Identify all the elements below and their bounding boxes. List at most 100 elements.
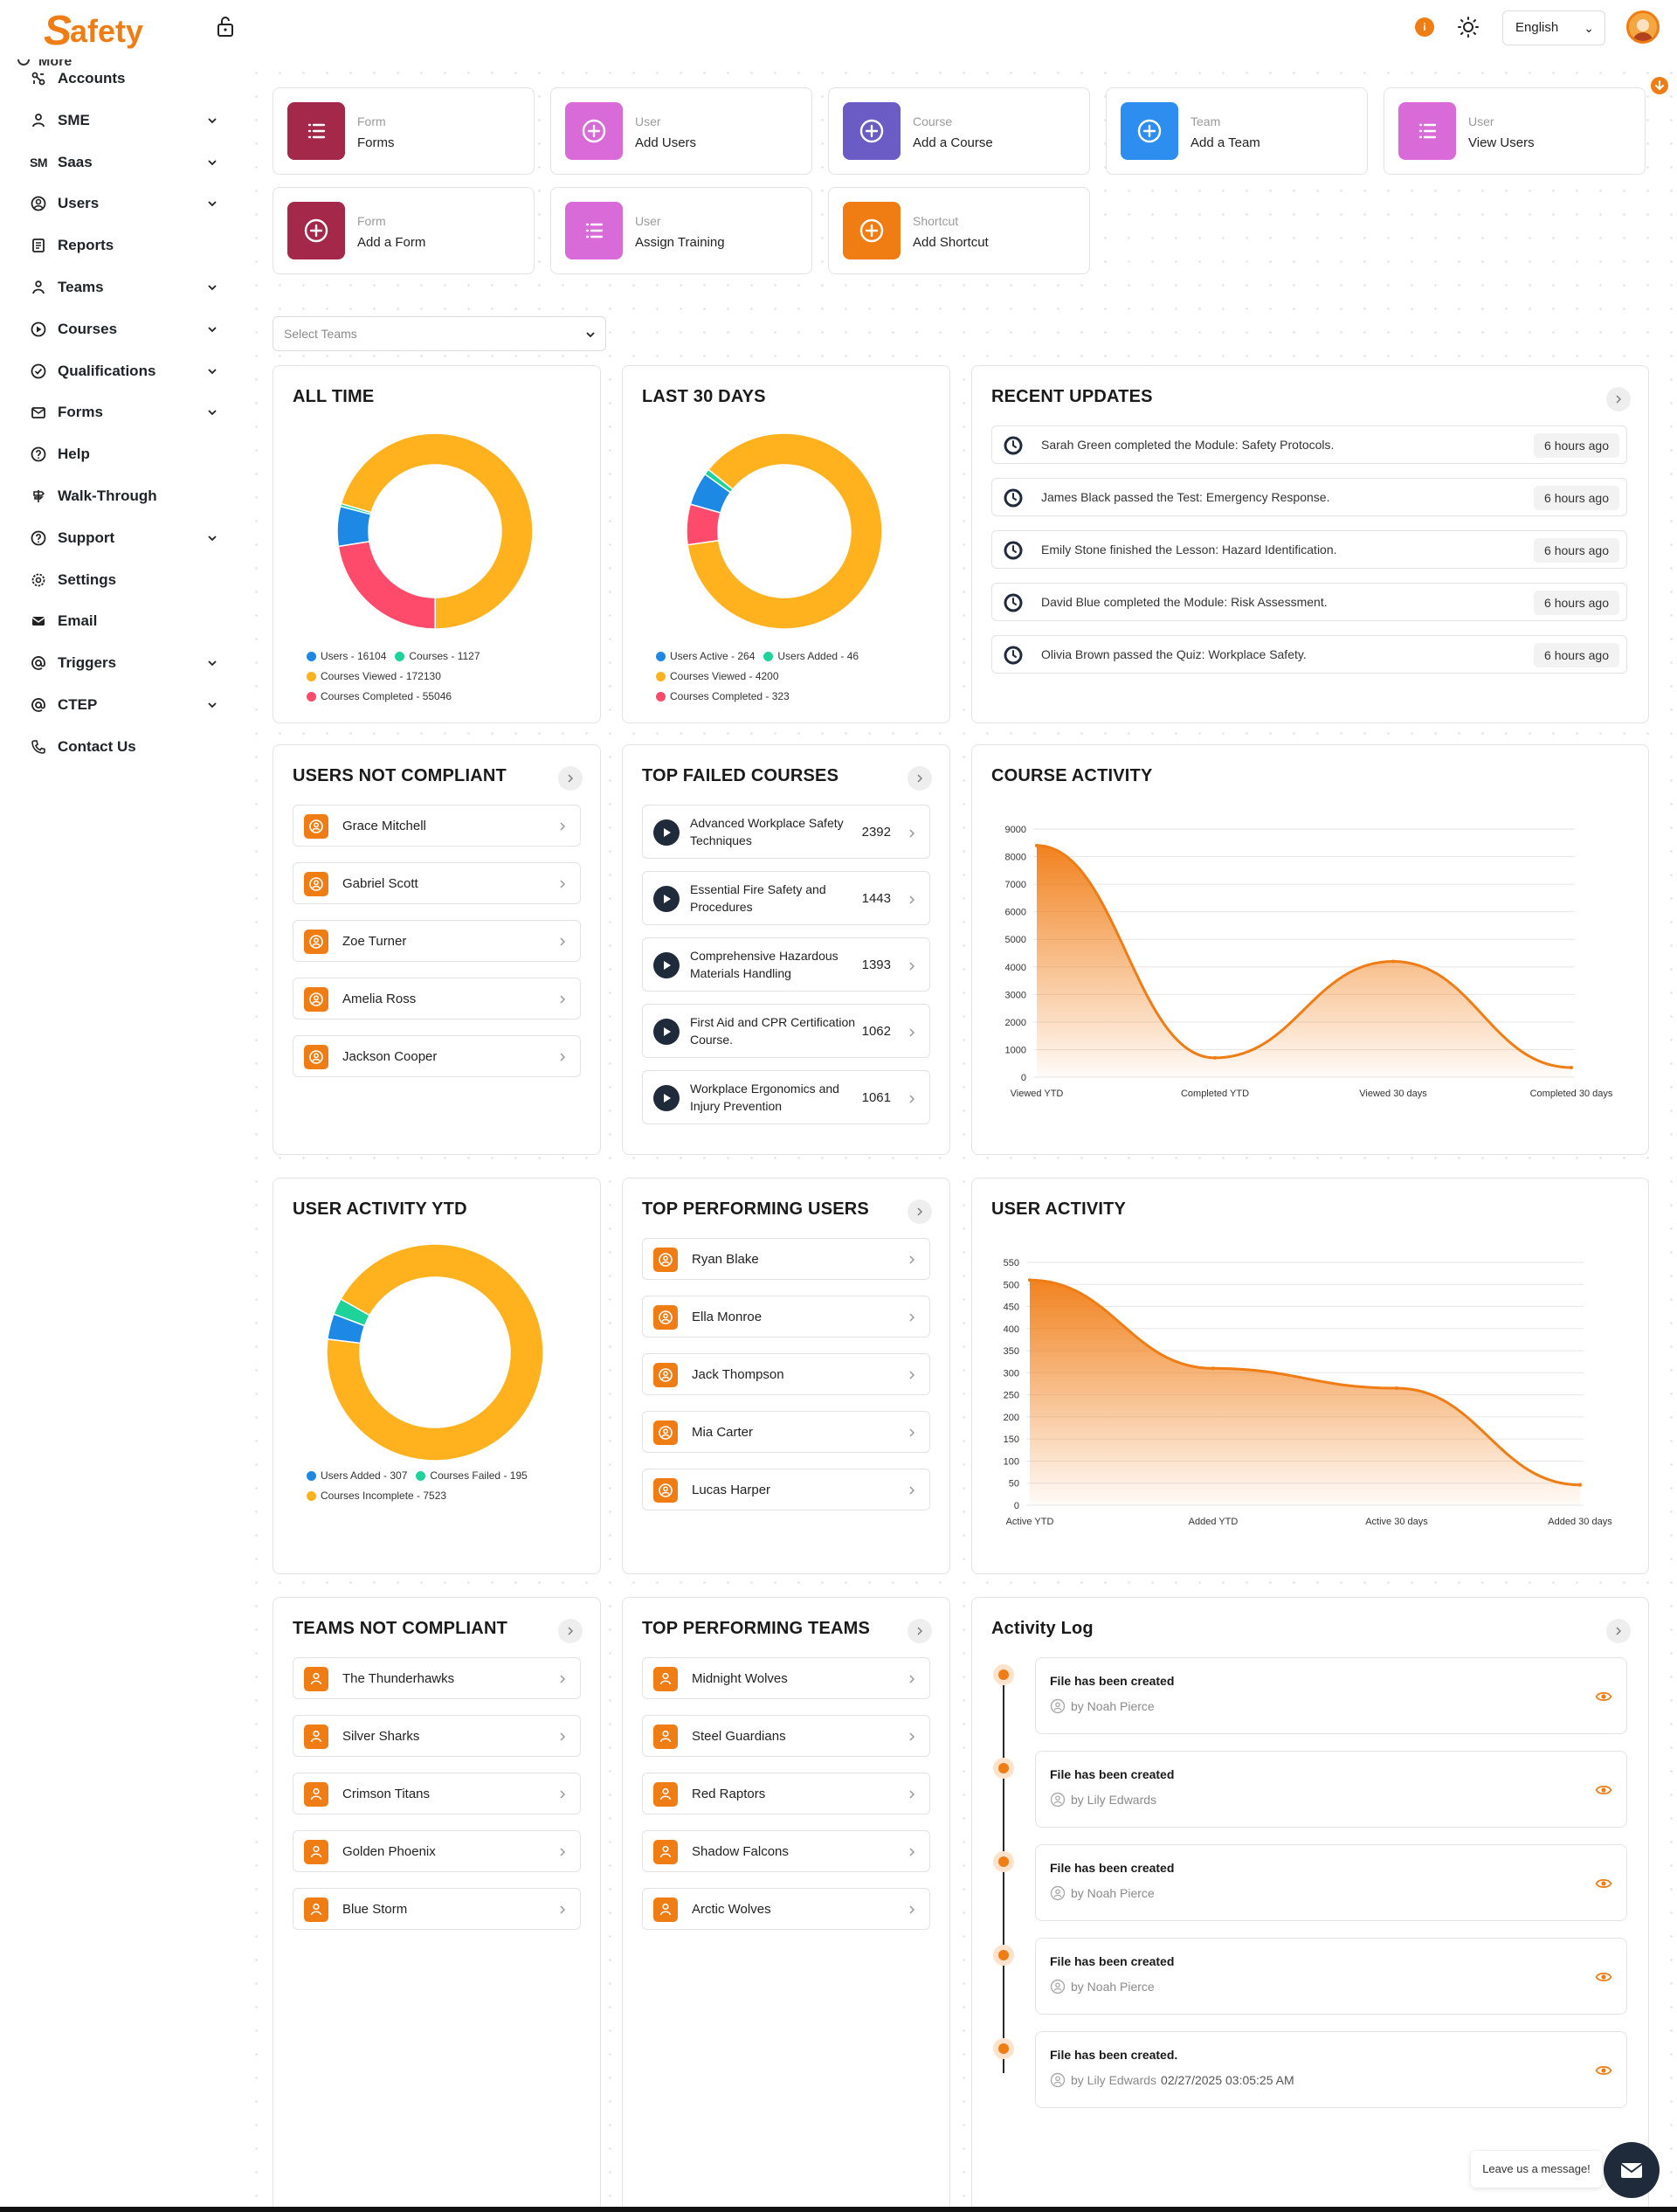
theme-toggle-icon[interactable] <box>1457 16 1480 38</box>
list-item[interactable]: Silver Sharks <box>293 1715 581 1757</box>
legend-item[interactable]: Courses - 1127 <box>395 647 480 666</box>
shortcut-add-a-team[interactable]: Team Add a Team <box>1106 87 1368 175</box>
sidebar-item-sme[interactable]: SME <box>30 103 231 138</box>
activity-log-item[interactable]: File has been created by Noah Pierce <box>1035 1844 1627 1921</box>
scroll-down-icon[interactable] <box>1651 77 1668 94</box>
panel-arrow-button[interactable] <box>1606 387 1631 411</box>
shortcut-add-a-course[interactable]: Course Add a Course <box>828 87 1090 175</box>
chat-button[interactable] <box>1604 2142 1660 2198</box>
list-item[interactable]: Red Raptors <box>642 1773 930 1815</box>
legend-item[interactable]: Users Added - 46 <box>763 647 859 666</box>
donut-segment-c[interactable] <box>687 432 883 630</box>
sidebar-item-qualifications[interactable]: Qualifications <box>30 354 231 389</box>
legend-item[interactable]: Users Active - 264 <box>656 647 755 666</box>
legend-item[interactable]: Courses Completed - 55046 <box>307 688 452 706</box>
notification-badge[interactable]: i <box>1415 17 1434 37</box>
sidebar-item-walk-through[interactable]: Walk-Through <box>30 479 231 514</box>
list-item[interactable]: Ryan Blake <box>642 1238 930 1280</box>
legend-item[interactable]: Courses Failed - 195 <box>416 1467 528 1485</box>
brand-logo[interactable]: S afety <box>44 7 143 56</box>
data-point[interactable] <box>1028 1278 1032 1282</box>
sidebar-item-saas[interactable]: SM Saas <box>30 145 231 180</box>
area-line[interactable] <box>1036 844 1572 1069</box>
area-line[interactable] <box>1029 1278 1581 1487</box>
data-point[interactable] <box>1213 1055 1217 1060</box>
update-row[interactable]: Sarah Green completed the Module: Safety… <box>991 425 1627 464</box>
donut-segment-d[interactable] <box>337 541 436 630</box>
update-row[interactable]: Emily Stone finished the Lesson: Hazard … <box>991 530 1627 569</box>
list-item[interactable]: Grace Mitchell <box>293 805 581 847</box>
legend-item[interactable]: Courses Incomplete - 7523 <box>307 1487 446 1505</box>
eye-icon[interactable] <box>1595 1781 1612 1799</box>
data-point[interactable] <box>1578 1483 1582 1487</box>
panel-arrow-button[interactable] <box>908 1619 932 1643</box>
activity-log-item[interactable]: File has been created by Noah Pierce <box>1035 1657 1627 1734</box>
select-teams-dropdown[interactable]: Select Teams <box>273 316 606 351</box>
shortcut-add-users[interactable]: User Add Users <box>550 87 812 175</box>
shortcut-view-users[interactable]: User View Users <box>1384 87 1646 175</box>
donut-segment-c[interactable] <box>326 1243 544 1462</box>
course-row[interactable]: Advanced Workplace Safety Techniques 2392 <box>642 805 930 859</box>
sidebar-item-help[interactable]: Help <box>30 437 231 472</box>
eye-icon[interactable] <box>1595 1968 1612 1986</box>
eye-icon[interactable] <box>1595 1688 1612 1705</box>
activity-log-item[interactable]: File has been created by Lily Edwards <box>1035 1751 1627 1828</box>
sidebar-item-email[interactable]: Email <box>30 604 231 639</box>
sidebar-item-courses[interactable]: Courses <box>30 312 231 347</box>
shortcut-forms[interactable]: Form Forms <box>273 87 535 175</box>
list-item[interactable]: Gabriel Scott <box>293 862 581 904</box>
course-row[interactable]: First Aid and CPR Certification Course. 1… <box>642 1004 930 1058</box>
list-item[interactable]: Lucas Harper <box>642 1469 930 1510</box>
data-point[interactable] <box>1035 843 1039 847</box>
list-item[interactable]: Steel Guardians <box>642 1715 930 1757</box>
sidebar-item-ctep[interactable]: CTEP <box>30 688 231 722</box>
data-point[interactable] <box>1211 1366 1215 1371</box>
list-item[interactable]: Zoe Turner <box>293 920 581 962</box>
legend-item[interactable]: Courses Viewed - 172130 <box>307 667 441 686</box>
shortcut-add-a-form[interactable]: Form Add a Form <box>273 187 535 274</box>
activity-log-item[interactable]: File has been created. by Lily Edwards 02/… <box>1035 2031 1627 2108</box>
data-point[interactable] <box>1395 1386 1398 1391</box>
data-point[interactable] <box>1570 1065 1573 1069</box>
course-row[interactable]: Workplace Ergonomics and Injury Preventi… <box>642 1070 930 1124</box>
list-item[interactable]: Crimson Titans <box>293 1773 581 1815</box>
panel-arrow-button[interactable] <box>908 766 932 791</box>
list-item[interactable]: Mia Carter <box>642 1411 930 1453</box>
data-point[interactable] <box>1391 959 1395 964</box>
user-avatar[interactable] <box>1626 10 1660 44</box>
panel-arrow-button[interactable] <box>908 1199 932 1224</box>
list-item[interactable]: Amelia Ross <box>293 978 581 1020</box>
activity-log-item[interactable]: File has been created by Noah Pierce <box>1035 1938 1627 2015</box>
legend-item[interactable]: Users - 16104 <box>307 647 386 666</box>
language-select[interactable]: English ⌄ <box>1502 10 1605 45</box>
chat-prompt[interactable]: Leave us a message! <box>1471 2151 1602 2188</box>
donut-segment-d[interactable] <box>686 503 721 546</box>
list-item[interactable]: Ella Monroe <box>642 1296 930 1338</box>
eye-icon[interactable] <box>1595 2062 1612 2079</box>
sidebar-item-contact-us[interactable]: Contact Us <box>30 729 231 764</box>
panel-arrow-button[interactable] <box>558 1619 583 1643</box>
list-item[interactable]: Shadow Falcons <box>642 1830 930 1872</box>
update-row[interactable]: Olivia Brown passed the Quiz: Workplace … <box>991 635 1627 674</box>
panel-arrow-button[interactable] <box>558 766 583 791</box>
list-item[interactable]: Midnight Wolves <box>642 1657 930 1699</box>
shortcut-assign-training[interactable]: User Assign Training <box>550 187 812 274</box>
course-row[interactable]: Comprehensive Hazardous Materials Handli… <box>642 937 930 992</box>
sidebar-item-accounts[interactable]: Accounts <box>30 61 231 96</box>
update-row[interactable]: James Black passed the Test: Emergency R… <box>991 478 1627 516</box>
eye-icon[interactable] <box>1595 1875 1612 1892</box>
unlock-icon[interactable] <box>215 14 236 38</box>
sidebar-item-reports[interactable]: Reports <box>30 228 231 263</box>
sidebar-item-forms[interactable]: Forms <box>30 395 231 430</box>
list-item[interactable]: The Thunderhawks <box>293 1657 581 1699</box>
sidebar-item-users[interactable]: Users <box>30 186 231 221</box>
list-item[interactable]: Arctic Wolves <box>642 1888 930 1930</box>
update-row[interactable]: David Blue completed the Module: Risk As… <box>991 583 1627 621</box>
list-item[interactable]: Jack Thompson <box>642 1353 930 1395</box>
sidebar-item-settings[interactable]: Settings <box>30 563 231 598</box>
shortcut-add-shortcut[interactable]: Shortcut Add Shortcut <box>828 187 1090 274</box>
panel-arrow-button[interactable] <box>1606 1619 1631 1643</box>
list-item[interactable]: Blue Storm <box>293 1888 581 1930</box>
sidebar-item-support[interactable]: Support <box>30 521 231 556</box>
donut-segment-c[interactable] <box>340 432 534 630</box>
